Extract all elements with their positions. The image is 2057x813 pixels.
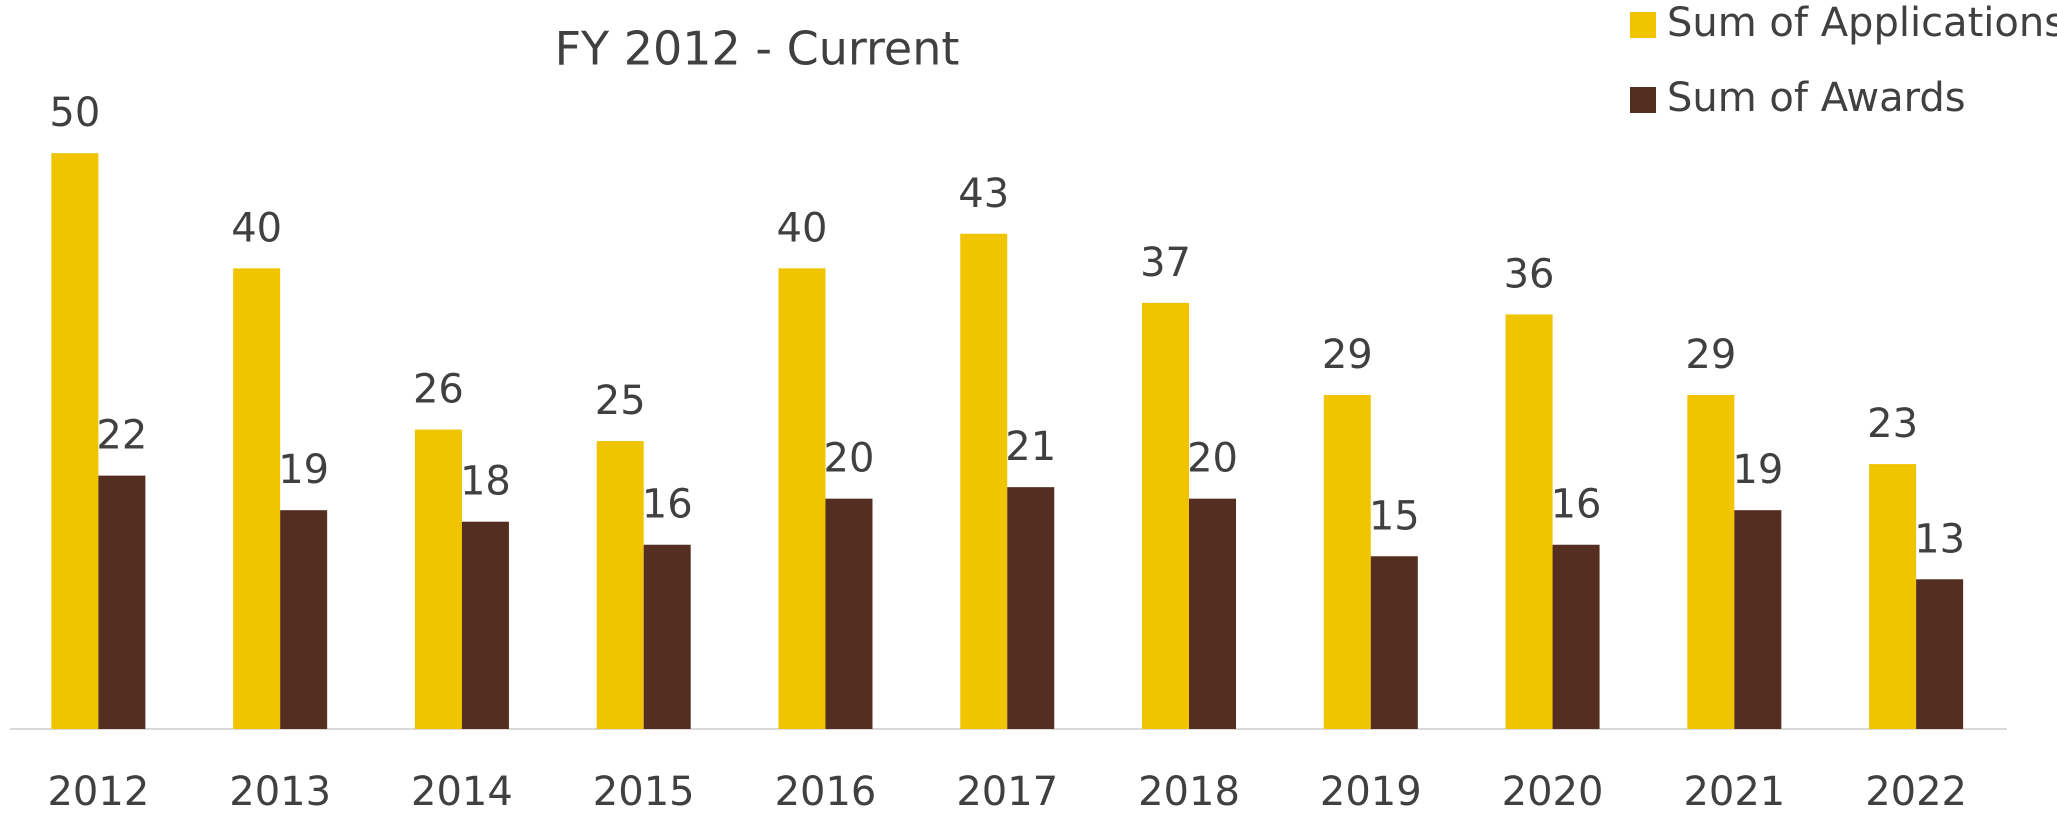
x-tick-label: 2021 [1683, 769, 1785, 813]
bar [280, 510, 328, 729]
bar [414, 429, 462, 729]
x-tick-label: 2022 [1865, 769, 1967, 813]
data-label: 19 [1732, 447, 1783, 493]
x-tick-label: 2018 [1138, 769, 1240, 813]
data-label: 50 [49, 90, 100, 136]
data-label: 22 [96, 413, 147, 459]
data-label: 19 [278, 447, 329, 493]
bar [1734, 510, 1782, 729]
bar [1916, 579, 1964, 729]
x-tick-label: 2013 [229, 769, 331, 813]
data-label: 37 [1140, 240, 1191, 286]
bar [1189, 498, 1237, 729]
legend-swatch [1630, 87, 1656, 113]
x-tick-label: 2019 [1320, 769, 1422, 813]
bar [778, 268, 826, 729]
data-label: 15 [1369, 493, 1420, 539]
chart-title: FY 2012 - Current [555, 22, 960, 76]
bar [1370, 556, 1418, 729]
data-label: 16 [642, 482, 693, 528]
data-label: 23 [1867, 401, 1918, 447]
x-tick-label: 2020 [1502, 769, 1604, 813]
data-label: 20 [824, 436, 875, 482]
data-label: 40 [231, 205, 282, 251]
data-label: 13 [1914, 516, 1965, 562]
data-label: 29 [1322, 332, 1373, 378]
legend-swatch [1630, 12, 1656, 38]
x-tick-label: 2015 [593, 769, 695, 813]
bar [98, 475, 146, 729]
data-label: 40 [777, 205, 828, 251]
x-tick-label: 2014 [411, 769, 513, 813]
data-label: 18 [460, 459, 511, 505]
legend-label: Sum of Awards [1667, 75, 1966, 121]
bar [1007, 487, 1055, 729]
bar [1687, 395, 1735, 729]
data-label: 25 [595, 378, 646, 424]
data-label: 16 [1551, 482, 1602, 528]
bar [960, 233, 1008, 730]
bar [461, 521, 509, 729]
x-tick-label: 2016 [775, 769, 877, 813]
bar [1323, 395, 1371, 729]
data-label: 36 [1504, 251, 1555, 297]
x-tick-label: 2017 [956, 769, 1058, 813]
bar [825, 498, 873, 729]
x-tick-label: 2012 [47, 769, 149, 813]
bar [1552, 544, 1600, 729]
bar [1869, 464, 1917, 729]
data-label: 43 [958, 171, 1009, 217]
bar [51, 153, 99, 729]
data-label: 29 [1685, 332, 1736, 378]
bar [1142, 302, 1190, 729]
bar [596, 441, 644, 729]
bar [643, 544, 691, 729]
bar [233, 268, 281, 729]
data-label: 20 [1187, 436, 1238, 482]
legend-label: Sum of Applications [1667, 0, 2057, 46]
data-label: 26 [413, 367, 464, 413]
data-label: 21 [1005, 424, 1056, 470]
bar [1505, 314, 1553, 729]
